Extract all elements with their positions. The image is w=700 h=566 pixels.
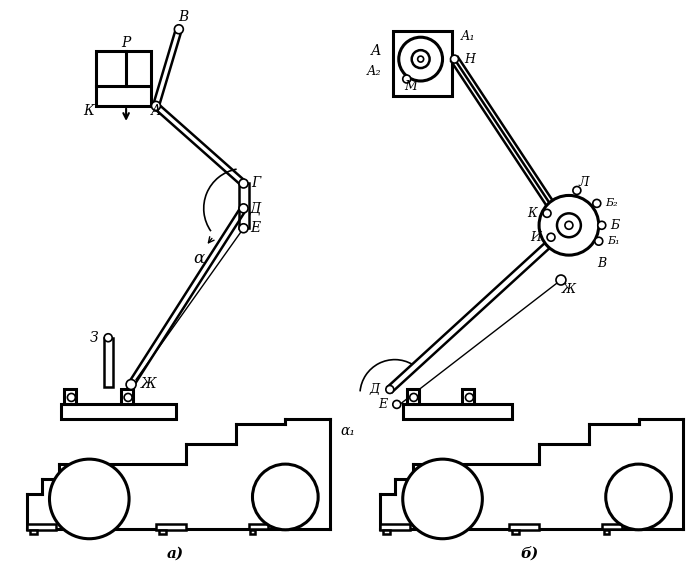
Text: Б: Б <box>610 219 619 232</box>
Bar <box>27 524 57 530</box>
Bar <box>239 183 248 228</box>
Text: б): б) <box>520 547 538 561</box>
Bar <box>602 524 622 529</box>
Bar <box>251 530 256 534</box>
Circle shape <box>239 179 248 188</box>
Circle shape <box>593 199 601 207</box>
Circle shape <box>151 101 160 110</box>
Text: а): а) <box>167 547 184 561</box>
Bar <box>159 530 166 534</box>
Circle shape <box>410 393 418 401</box>
Text: В: В <box>178 10 189 24</box>
Circle shape <box>393 400 400 409</box>
Circle shape <box>556 275 566 285</box>
Bar <box>29 530 36 534</box>
Bar <box>463 389 475 404</box>
Bar <box>402 404 512 419</box>
Circle shape <box>253 464 318 530</box>
Text: Л: Л <box>579 176 589 189</box>
Text: В: В <box>597 256 606 269</box>
Circle shape <box>557 213 581 237</box>
Circle shape <box>547 233 555 241</box>
Bar <box>62 404 176 419</box>
Text: Ж: Ж <box>141 378 157 392</box>
Text: А: А <box>150 104 161 118</box>
Circle shape <box>399 37 442 81</box>
Circle shape <box>418 56 424 62</box>
Bar <box>407 389 419 404</box>
Circle shape <box>174 25 183 34</box>
Circle shape <box>565 221 573 229</box>
Bar <box>104 338 113 388</box>
Text: К: К <box>83 104 94 118</box>
Circle shape <box>239 204 248 213</box>
Circle shape <box>386 385 394 393</box>
Text: Д: Д <box>370 383 380 396</box>
Text: Д: Д <box>250 201 261 216</box>
Circle shape <box>50 459 129 539</box>
Circle shape <box>466 393 473 401</box>
Circle shape <box>402 75 411 83</box>
Text: Г: Г <box>251 177 260 191</box>
Text: α: α <box>193 250 204 267</box>
Text: К: К <box>528 207 537 220</box>
Circle shape <box>606 464 671 530</box>
Text: Б₂: Б₂ <box>605 199 617 208</box>
Text: А₂: А₂ <box>366 65 381 78</box>
Circle shape <box>543 209 551 217</box>
Circle shape <box>126 380 136 389</box>
Circle shape <box>402 459 482 539</box>
Text: Ж: Ж <box>562 284 576 297</box>
Bar <box>603 530 609 534</box>
Text: З: З <box>90 331 99 345</box>
Text: Н: Н <box>464 53 475 66</box>
Circle shape <box>539 195 598 255</box>
Text: А: А <box>370 44 381 58</box>
Circle shape <box>412 50 430 68</box>
Text: М: М <box>405 80 417 93</box>
Bar <box>393 31 452 96</box>
Text: α₁: α₁ <box>340 424 356 438</box>
Text: Б₁: Б₁ <box>607 236 620 246</box>
Bar <box>97 51 151 106</box>
Circle shape <box>239 224 248 233</box>
Text: Е: Е <box>378 398 387 411</box>
Text: Р: Р <box>121 36 131 50</box>
Bar <box>121 389 133 404</box>
Bar <box>380 524 410 530</box>
Text: Е: Е <box>251 221 260 235</box>
Text: А₁: А₁ <box>461 30 475 42</box>
Circle shape <box>124 393 132 401</box>
Circle shape <box>573 186 581 195</box>
Bar <box>512 530 519 534</box>
Circle shape <box>451 55 458 63</box>
Bar <box>509 524 539 530</box>
Bar <box>156 524 186 530</box>
Circle shape <box>598 221 606 229</box>
Circle shape <box>67 393 76 401</box>
Bar <box>248 524 268 529</box>
Circle shape <box>104 334 112 342</box>
Bar <box>64 389 76 404</box>
Bar <box>383 530 390 534</box>
Circle shape <box>595 237 603 245</box>
Text: И: И <box>530 231 541 244</box>
